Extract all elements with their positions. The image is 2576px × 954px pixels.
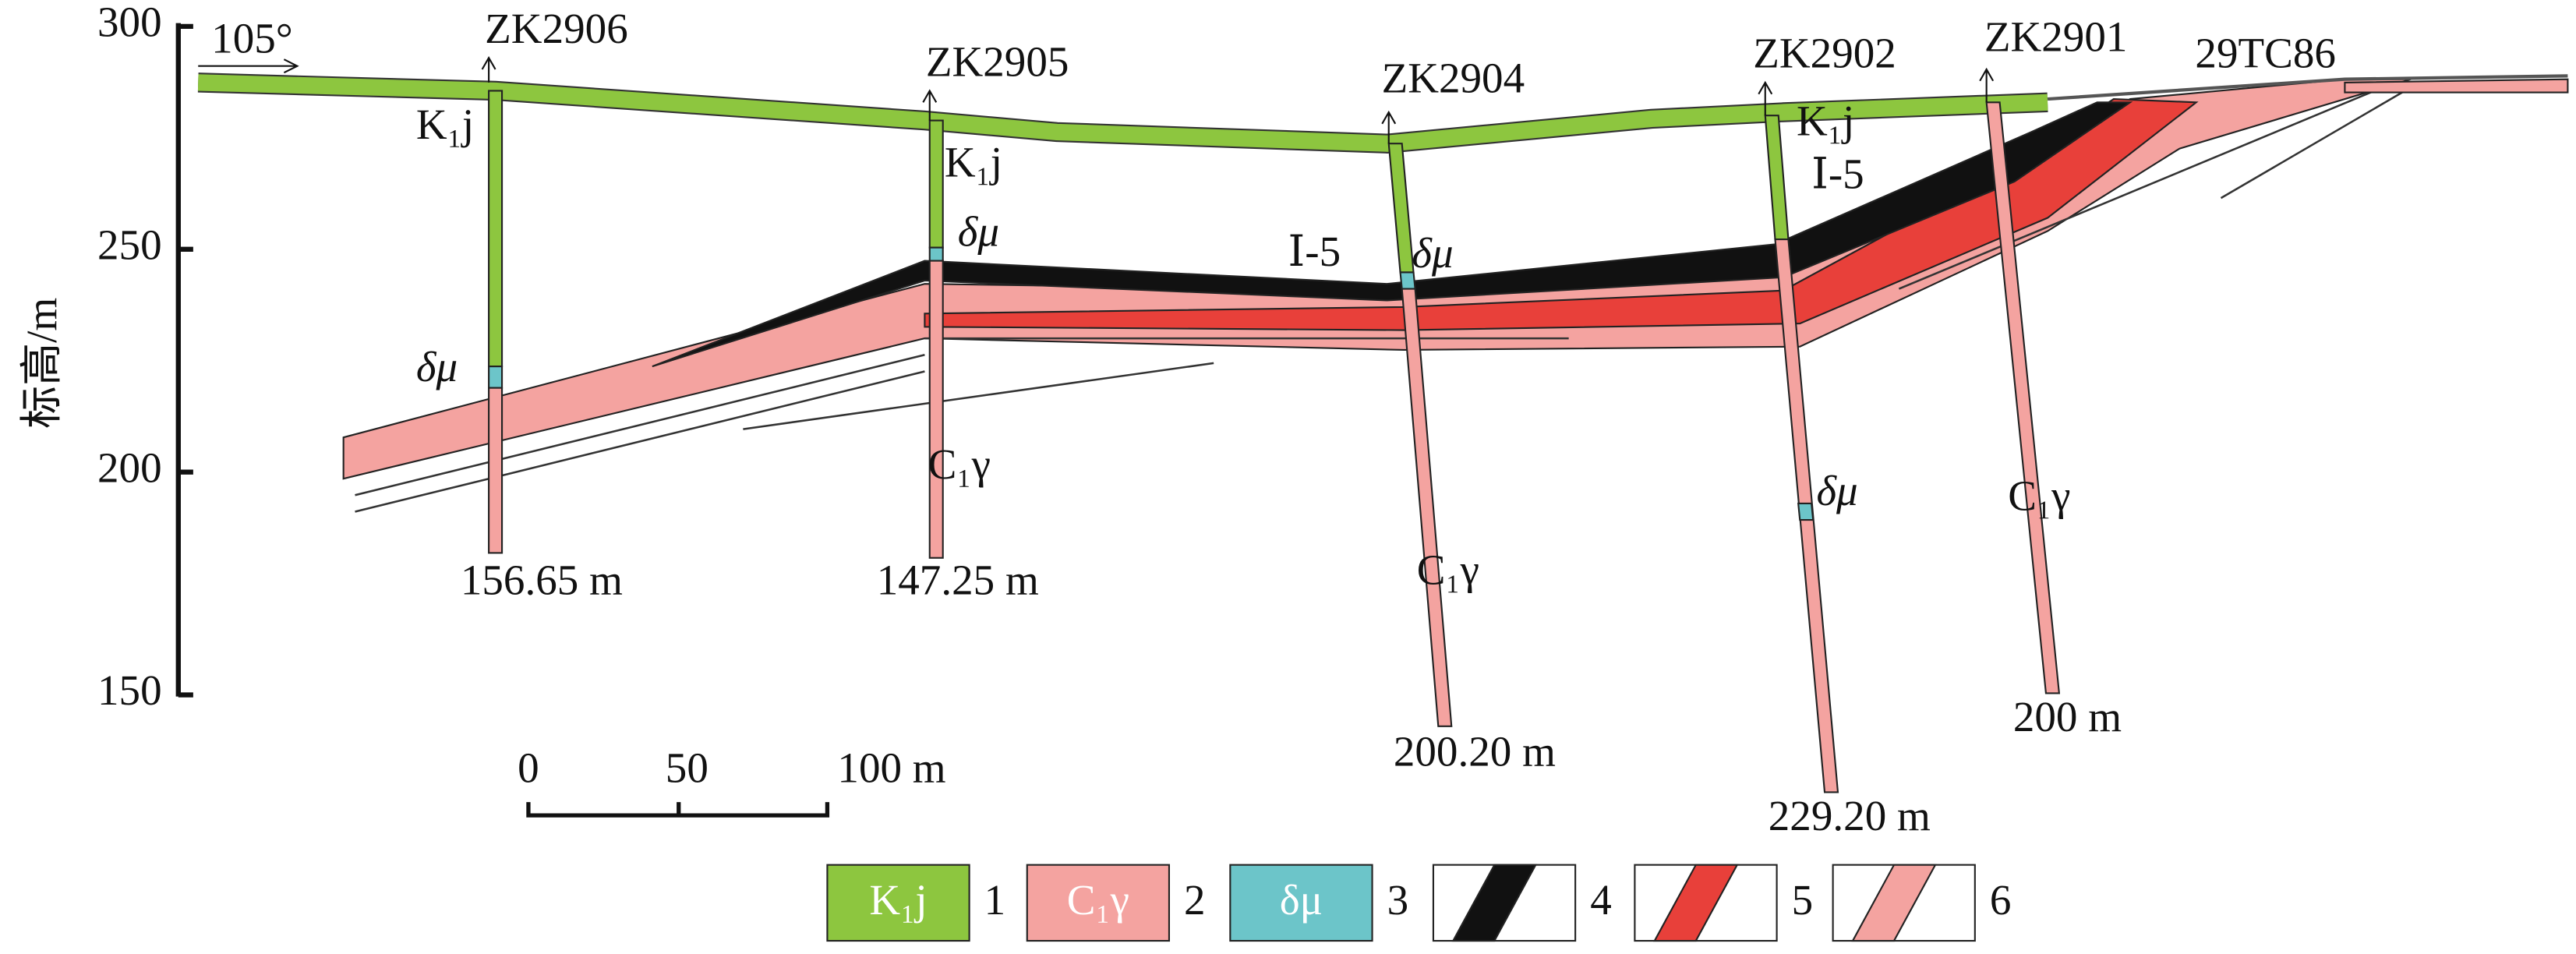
borehole-depth: 147.25 m	[877, 556, 1039, 603]
direction: 105°	[211, 15, 293, 62]
legend-symbol: K₁j	[869, 876, 927, 924]
layer-label: δμ	[1816, 467, 1857, 514]
legend-symbol: δμ	[1280, 876, 1323, 924]
borehole-depth: 200 m	[2013, 693, 2122, 740]
trench-label: 29TC86	[2195, 30, 2336, 77]
layer-label: C₁γ	[1417, 546, 1479, 594]
legend-labels: K₁j 1 C₁γ 2 δμ 3 4 5 6	[869, 876, 2011, 924]
y-tick-label: 300	[97, 0, 162, 46]
borehole-name: ZK2901	[1984, 13, 2128, 61]
cretaceous-layer	[197, 74, 2048, 152]
legend-number: 5	[1792, 876, 1814, 924]
y-tick-label: 150	[97, 666, 162, 714]
legend-number: 6	[1990, 876, 2012, 924]
layer-label: K₁j	[416, 101, 474, 148]
borehole-depth: 229.20 m	[1769, 792, 1931, 839]
ore-red	[924, 97, 2199, 331]
surface-granite	[2344, 78, 2569, 94]
ore-black	[652, 101, 2133, 368]
direction-arrow	[198, 58, 299, 74]
axis-label: 标高/m	[18, 298, 65, 429]
scale-label: 50	[666, 744, 708, 792]
scale-label: 0	[518, 744, 539, 792]
legend-number: 3	[1387, 876, 1409, 924]
borehole-name: ZK2906	[485, 5, 628, 52]
layer-label: Ⅰ-5	[1811, 150, 1864, 197]
layer-label: C₁γ	[2008, 472, 2070, 519]
layer-label: K₁j	[945, 139, 1002, 186]
layer-label: Ⅰ-5	[1288, 228, 1341, 275]
layer-label: δμ	[416, 343, 458, 390]
legend-number: 4	[1590, 876, 1612, 924]
layer-label: K₁j	[1797, 97, 1854, 145]
borehole-depth: 200.20 m	[1394, 728, 1556, 776]
legend-number: 2	[1184, 876, 1206, 924]
layer-labels: K₁j K₁j K₁j δμ δμ δμ δμ Ⅰ-5 Ⅰ-5 C₁γ C₁γ C₁γ	[416, 97, 2071, 594]
layer-label: δμ	[1412, 229, 1453, 277]
y-tick-label: 250	[97, 221, 162, 268]
layer-label: δμ	[958, 207, 999, 255]
scale-label: 100 m	[837, 744, 945, 792]
layer-label: C₁γ	[928, 440, 991, 488]
borehole-name: ZK2902	[1753, 30, 1896, 77]
legend-symbol: C₁γ	[1067, 876, 1129, 924]
borehole-name: ZK2905	[926, 37, 1069, 85]
borehole-name: ZK2904	[1382, 55, 1525, 102]
borehole-depth: 156.65 m	[461, 556, 623, 603]
fault-lines	[355, 81, 2420, 513]
borehole-labels: ZK2906 156.65 m ZK2905 147.25 m ZK2904 200.20…	[461, 5, 2128, 839]
legend-number: 1	[984, 876, 1006, 924]
surface	[2047, 74, 2568, 101]
collar-arrows	[481, 55, 1995, 144]
boreholes	[488, 90, 2061, 793]
y-tick-label: 200	[97, 443, 162, 491]
legend	[826, 864, 1976, 942]
scale-bar	[526, 802, 830, 818]
